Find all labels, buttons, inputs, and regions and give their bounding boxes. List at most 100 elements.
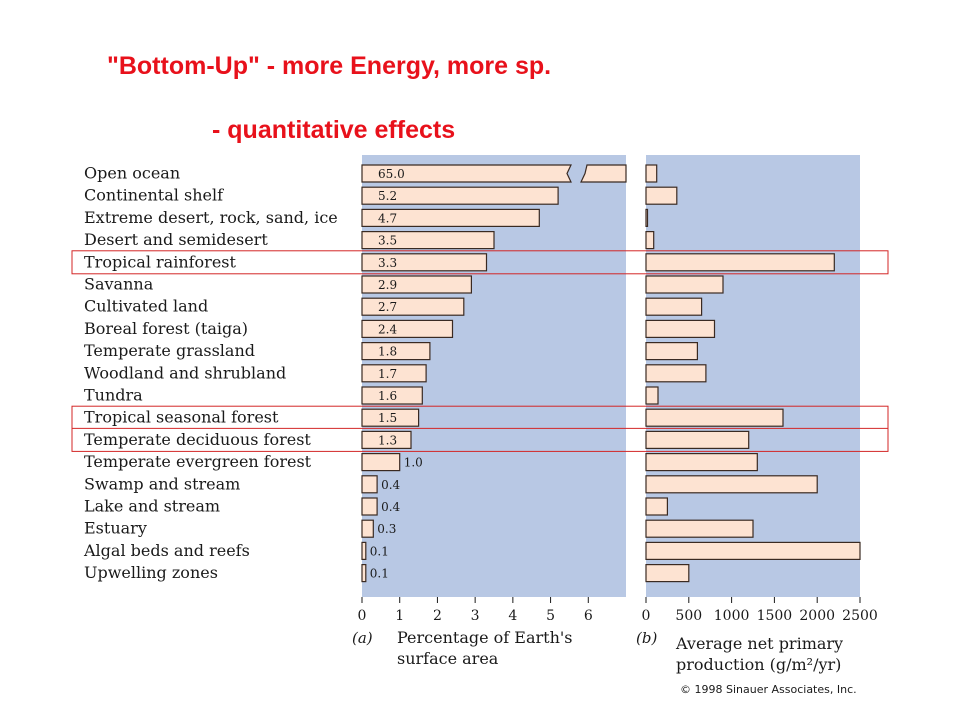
bar-a-swamp-and-stream — [361, 475, 378, 494]
category-label-savanna: Savanna — [84, 275, 154, 294]
category-label-temperate-grassland: Temperate grassland — [84, 341, 255, 360]
bar-b-swamp-and-stream — [645, 475, 818, 494]
tick-label-b-2500: 2500 — [842, 608, 878, 624]
value-label-a-swamp-and-stream: 0.4 — [381, 478, 400, 492]
panel-a-bars: 65.0 5.2 4.7 3.5 3.3 2.9 2.7 2.4 1.8 1.7 1.6 1.5 1.3… — [361, 164, 627, 583]
headline-line-2: - quantitative effects — [212, 116, 456, 144]
bar-b-desert-and-semidesert — [645, 231, 655, 250]
tick-label-a-4: 4 — [508, 608, 517, 624]
bar-a-savanna — [361, 275, 473, 294]
bar-a-temperate-deciduous-forest — [361, 430, 412, 449]
bar-a-algal-beds-and-reefs — [361, 541, 367, 561]
tick-label-b-1500: 1500 — [757, 608, 793, 624]
value-label-a-temperate-deciduous-forest: 1.3 — [378, 433, 397, 447]
value-label-a-estuary: 0.3 — [377, 522, 396, 536]
bar-a-open-ocean-continued — [580, 164, 627, 183]
bar-a-lake-and-stream — [361, 497, 378, 516]
panel-a-label: (a) — [352, 629, 373, 647]
bar-b-extreme-desert-rock-sand-ice — [645, 208, 649, 227]
category-label-desert-and-semidesert: Desert and semidesert — [84, 230, 268, 249]
panel-b-ticks: 0 500 1000 1500 2000 2500 — [642, 597, 878, 624]
copyright-notice: © 1998 Sinauer Associates, Inc. — [680, 683, 857, 696]
category-label-continental-shelf: Continental shelf — [84, 186, 224, 205]
value-label-a-savanna: 2.9 — [378, 278, 397, 292]
value-label-a-open-ocean: 65.0 — [378, 167, 405, 181]
panel-b-xlabel-line-2: production (g/m²/yr) — [676, 655, 841, 674]
bar-a-tropical-rainforest — [361, 253, 488, 272]
panel-a-xlabel-line-2: surface area — [397, 649, 499, 668]
category-label-temperate-evergreen-forest: Temperate evergreen forest — [84, 452, 312, 471]
value-label-a-continental-shelf: 5.2 — [378, 189, 397, 203]
category-label-boreal-forest-taiga: Boreal forest (taiga) — [84, 319, 248, 338]
category-label-algal-beds-and-reefs: Algal beds and reefs — [83, 541, 250, 560]
bar-b-cultivated-land — [645, 297, 703, 316]
value-label-a-cultivated-land: 2.7 — [378, 300, 397, 314]
value-label-a-tundra: 1.6 — [378, 389, 397, 403]
panel-b-bars — [645, 164, 861, 583]
bar-a-temperate-grassland — [361, 342, 431, 361]
category-label-cultivated-land: Cultivated land — [84, 297, 208, 316]
bar-a-continental-shelf — [361, 186, 559, 205]
value-label-a-woodland-and-shrubland: 1.7 — [378, 367, 397, 381]
bar-b-open-ocean — [645, 164, 658, 183]
tick-label-b-500: 500 — [675, 608, 702, 624]
category-label-upwelling-zones: Upwelling zones — [84, 563, 218, 582]
panel-b-label: (b) — [636, 629, 657, 647]
category-label-lake-and-stream: Lake and stream — [84, 497, 220, 516]
bar-b-woodland-and-shrubland — [645, 364, 707, 383]
category-label-tropical-seasonal-forest: Tropical seasonal forest — [84, 408, 279, 427]
bar-b-boreal-forest-taiga — [645, 319, 716, 338]
bar-b-temperate-evergreen-forest — [645, 453, 758, 472]
bar-b-tropical-rainforest — [645, 253, 835, 272]
tick-label-a-5: 5 — [546, 608, 555, 624]
bar-b-tundra — [645, 386, 659, 405]
category-label-open-ocean: Open ocean — [84, 164, 180, 183]
tick-label-a-3: 3 — [471, 608, 480, 624]
category-label-tundra: Tundra — [84, 386, 143, 405]
category-label-estuary: Estuary — [84, 519, 147, 538]
value-label-a-tropical-seasonal-forest: 1.5 — [378, 411, 397, 425]
bar-a-upwelling-zones — [361, 563, 367, 583]
value-label-a-algal-beds-and-reefs: 0.1 — [370, 544, 389, 558]
bar-a-open-ocean — [361, 164, 572, 183]
category-label-extreme-desert-rock-sand-ice: Extreme desert, rock, sand, ice — [84, 208, 338, 227]
bar-b-tropical-seasonal-forest — [645, 408, 784, 427]
tick-label-a-0: 0 — [358, 608, 367, 624]
value-label-a-desert-and-semidesert: 3.5 — [378, 234, 397, 248]
bar-b-temperate-grassland — [645, 342, 699, 361]
bar-a-estuary — [361, 519, 374, 538]
bar-a-tundra — [361, 386, 423, 405]
value-label-a-extreme-desert-rock-sand-ice: 4.7 — [378, 211, 397, 225]
category-label-woodland-and-shrubland: Woodland and shrubland — [84, 363, 286, 382]
value-label-a-tropical-rainforest: 3.3 — [378, 256, 397, 270]
tick-label-a-6: 6 — [584, 608, 593, 624]
value-label-a-boreal-forest-taiga: 2.4 — [378, 322, 397, 336]
bar-a-temperate-evergreen-forest — [361, 453, 401, 472]
tick-label-b-1000: 1000 — [714, 608, 750, 624]
highlight-box-tropical-rainforest — [71, 250, 889, 275]
bar-a-cultivated-land — [361, 297, 465, 316]
value-label-a-temperate-evergreen-forest: 1.0 — [404, 456, 423, 470]
category-labels: Open ocean Continental shelf Extreme deser… — [83, 164, 338, 583]
panel-a-ticks: 0 1 2 3 4 5 6 — [358, 597, 593, 624]
bar-a-boreal-forest-taiga — [361, 319, 454, 338]
category-label-tropical-rainforest: Tropical rainforest — [84, 252, 237, 271]
bar-b-savanna — [645, 275, 724, 294]
bar-a-woodland-and-shrubland — [361, 364, 427, 383]
bar-b-upwelling-zones — [645, 563, 690, 583]
tick-label-b-2000: 2000 — [799, 608, 835, 624]
panel-a-xlabel-line-1: Percentage of Earth's — [397, 628, 573, 647]
category-label-temperate-deciduous-forest: Temperate deciduous forest — [84, 430, 311, 449]
tick-label-a-2: 2 — [433, 608, 442, 624]
tick-label-b-0: 0 — [642, 608, 651, 624]
bar-b-temperate-deciduous-forest — [645, 430, 750, 449]
panel-b-xlabel-line-1: Average net primary — [675, 634, 843, 653]
bar-a-extreme-desert-rock-sand-ice — [361, 208, 540, 227]
bar-b-lake-and-stream — [645, 497, 668, 516]
bar-a-desert-and-semidesert — [361, 231, 495, 250]
highlight-boxes — [71, 250, 889, 452]
value-label-a-lake-and-stream: 0.4 — [381, 500, 400, 514]
tick-label-a-1: 1 — [395, 608, 404, 624]
